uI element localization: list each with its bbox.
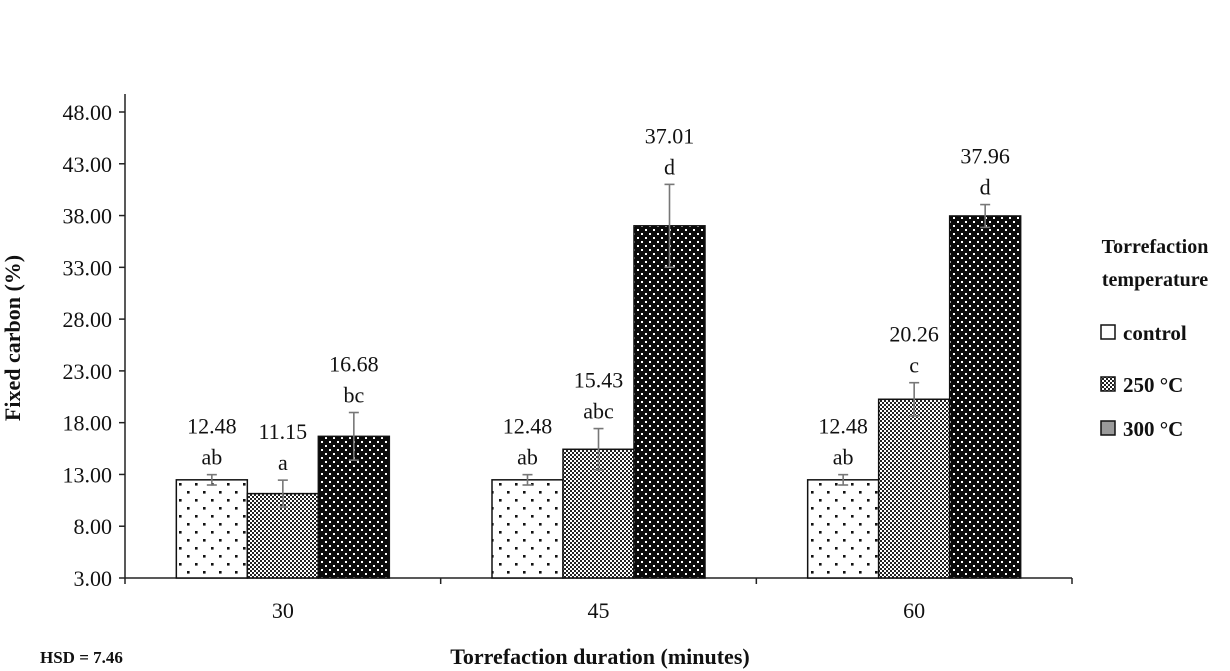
significance-letter: a — [278, 450, 288, 475]
legend-swatch-250c — [1100, 376, 1116, 392]
bar — [633, 225, 706, 579]
x-tick-label: 60 — [903, 598, 925, 623]
legend-label-control: control — [1123, 321, 1187, 345]
significance-letter: ab — [517, 445, 538, 470]
legend-title-line-2: temperature — [1102, 269, 1208, 291]
legend: Torrefaction temperature control 250 °C … — [1100, 236, 1209, 441]
data-label: 12.48 — [818, 414, 868, 439]
bar — [806, 479, 880, 579]
bar — [948, 215, 1022, 579]
data-label: 37.96 — [960, 144, 1010, 169]
y-tick-label: 18.00 — [63, 411, 113, 436]
legend-swatch-control — [1100, 324, 1116, 340]
plot-area: 3.00 8.00 13.00 18.00 23.00 28.00 33.00 38.00 43… — [63, 94, 1073, 623]
significance-letter: ab — [201, 445, 222, 470]
legend-swatch-300c — [1100, 420, 1116, 436]
significance-letter: ab — [833, 445, 854, 470]
x-tick-label: 30 — [272, 598, 294, 623]
significance-letter: d — [980, 175, 991, 200]
bar — [491, 479, 564, 579]
y-tick-label: 43.00 — [63, 152, 113, 177]
y-tick-label: 3.00 — [74, 566, 113, 591]
legend-title-line-1: Torrefaction — [1102, 236, 1209, 258]
hsd-annotation: HSD = 7.46 — [40, 648, 123, 667]
y-tick-label: 23.00 — [63, 359, 113, 384]
data-label: 16.68 — [329, 352, 379, 377]
y-tick-label: 38.00 — [63, 204, 113, 229]
y-tick-label: 33.00 — [63, 255, 113, 280]
bar — [877, 398, 951, 579]
bar — [175, 479, 249, 579]
data-label: 37.01 — [645, 123, 695, 148]
y-tick-label: 28.00 — [63, 307, 113, 332]
data-label: 11.15 — [258, 419, 307, 444]
significance-letter: bc — [343, 383, 364, 408]
y-tick-label: 13.00 — [63, 462, 113, 487]
data-label: 15.43 — [574, 368, 624, 393]
y-axis-title: Fixed carbon (%) — [0, 255, 25, 421]
x-axis-title: Torrefaction duration (minutes) — [450, 644, 749, 669]
y-tick-label: 48.00 — [63, 100, 113, 125]
legend-label-300c: 300 °C — [1123, 417, 1183, 441]
data-label: 12.48 — [187, 414, 237, 439]
y-tick-label: 8.00 — [74, 514, 113, 539]
significance-letter: abc — [583, 399, 614, 424]
legend-label-250c: 250 °C — [1123, 373, 1183, 397]
significance-letter: d — [664, 154, 675, 179]
data-label: 12.48 — [503, 414, 553, 439]
x-tick-label: 45 — [588, 598, 610, 623]
significance-letter: c — [909, 353, 919, 378]
data-label: 20.26 — [889, 322, 939, 347]
